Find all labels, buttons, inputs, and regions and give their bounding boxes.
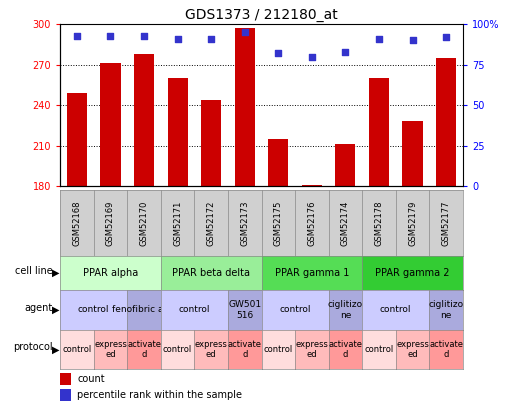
Text: control: control bbox=[279, 305, 311, 314]
Bar bbox=[436, 58, 456, 186]
Text: ▶: ▶ bbox=[52, 268, 60, 278]
Bar bbox=[60, 373, 72, 385]
Point bbox=[207, 36, 215, 42]
Text: express
ed: express ed bbox=[195, 340, 228, 359]
Text: control: control bbox=[365, 345, 394, 354]
Text: express
ed: express ed bbox=[295, 340, 328, 359]
Text: GSM52176: GSM52176 bbox=[308, 200, 316, 246]
Bar bbox=[302, 185, 322, 186]
Text: GSM52177: GSM52177 bbox=[441, 200, 451, 246]
Text: ▶: ▶ bbox=[52, 344, 60, 354]
Bar bbox=[201, 100, 221, 186]
Point bbox=[241, 29, 249, 36]
Text: activate
d: activate d bbox=[228, 340, 262, 359]
Point bbox=[308, 53, 316, 60]
Text: GSM52178: GSM52178 bbox=[374, 200, 383, 246]
Text: control: control bbox=[264, 345, 293, 354]
Text: GSM52173: GSM52173 bbox=[240, 200, 249, 246]
Bar bbox=[167, 78, 188, 186]
Text: activate
d: activate d bbox=[429, 340, 463, 359]
Text: fenofibric acid: fenofibric acid bbox=[111, 305, 176, 314]
Point bbox=[140, 32, 148, 39]
Point bbox=[274, 50, 282, 57]
Text: control: control bbox=[163, 345, 192, 354]
Text: control: control bbox=[78, 305, 109, 314]
Text: GSM52179: GSM52179 bbox=[408, 200, 417, 246]
Text: percentile rank within the sample: percentile rank within the sample bbox=[77, 390, 242, 400]
Text: PPAR gamma 2: PPAR gamma 2 bbox=[376, 268, 450, 278]
Bar bbox=[335, 145, 356, 186]
Point bbox=[442, 34, 450, 40]
Text: PPAR alpha: PPAR alpha bbox=[83, 268, 138, 278]
Point bbox=[73, 32, 81, 39]
Text: PPAR beta delta: PPAR beta delta bbox=[172, 268, 250, 278]
Text: PPAR gamma 1: PPAR gamma 1 bbox=[275, 268, 349, 278]
Text: ciglitizo
ne: ciglitizo ne bbox=[328, 300, 363, 320]
Title: GDS1373 / 212180_at: GDS1373 / 212180_at bbox=[185, 8, 338, 22]
Point bbox=[106, 32, 115, 39]
Bar bbox=[134, 54, 154, 186]
Text: GSM52174: GSM52174 bbox=[341, 200, 350, 246]
Text: express
ed: express ed bbox=[396, 340, 429, 359]
Text: cell line: cell line bbox=[15, 266, 53, 276]
Text: GSM52169: GSM52169 bbox=[106, 200, 115, 246]
Text: GSM52171: GSM52171 bbox=[173, 200, 182, 246]
Text: GSM52172: GSM52172 bbox=[207, 200, 215, 246]
Text: GW501
516: GW501 516 bbox=[228, 300, 262, 320]
Point bbox=[341, 49, 349, 55]
Bar bbox=[369, 78, 389, 186]
Bar bbox=[403, 122, 423, 186]
Text: control: control bbox=[380, 305, 412, 314]
Text: ▶: ▶ bbox=[52, 305, 60, 315]
Bar bbox=[235, 28, 255, 186]
Point bbox=[375, 36, 383, 42]
Bar bbox=[100, 64, 120, 186]
Text: count: count bbox=[77, 374, 105, 384]
Text: ciglitizo
ne: ciglitizo ne bbox=[428, 300, 463, 320]
Text: GSM52168: GSM52168 bbox=[72, 200, 82, 246]
Text: activate
d: activate d bbox=[328, 340, 362, 359]
Bar bbox=[268, 139, 288, 186]
Text: GSM52175: GSM52175 bbox=[274, 200, 283, 246]
Point bbox=[408, 37, 417, 44]
Text: express
ed: express ed bbox=[94, 340, 127, 359]
Text: activate
d: activate d bbox=[127, 340, 161, 359]
Point bbox=[174, 36, 182, 42]
Bar bbox=[67, 93, 87, 186]
Text: protocol: protocol bbox=[13, 342, 53, 352]
Bar bbox=[60, 389, 72, 401]
Text: GSM52170: GSM52170 bbox=[140, 200, 149, 246]
Text: agent: agent bbox=[25, 303, 53, 313]
Text: control: control bbox=[179, 305, 210, 314]
Text: control: control bbox=[62, 345, 92, 354]
